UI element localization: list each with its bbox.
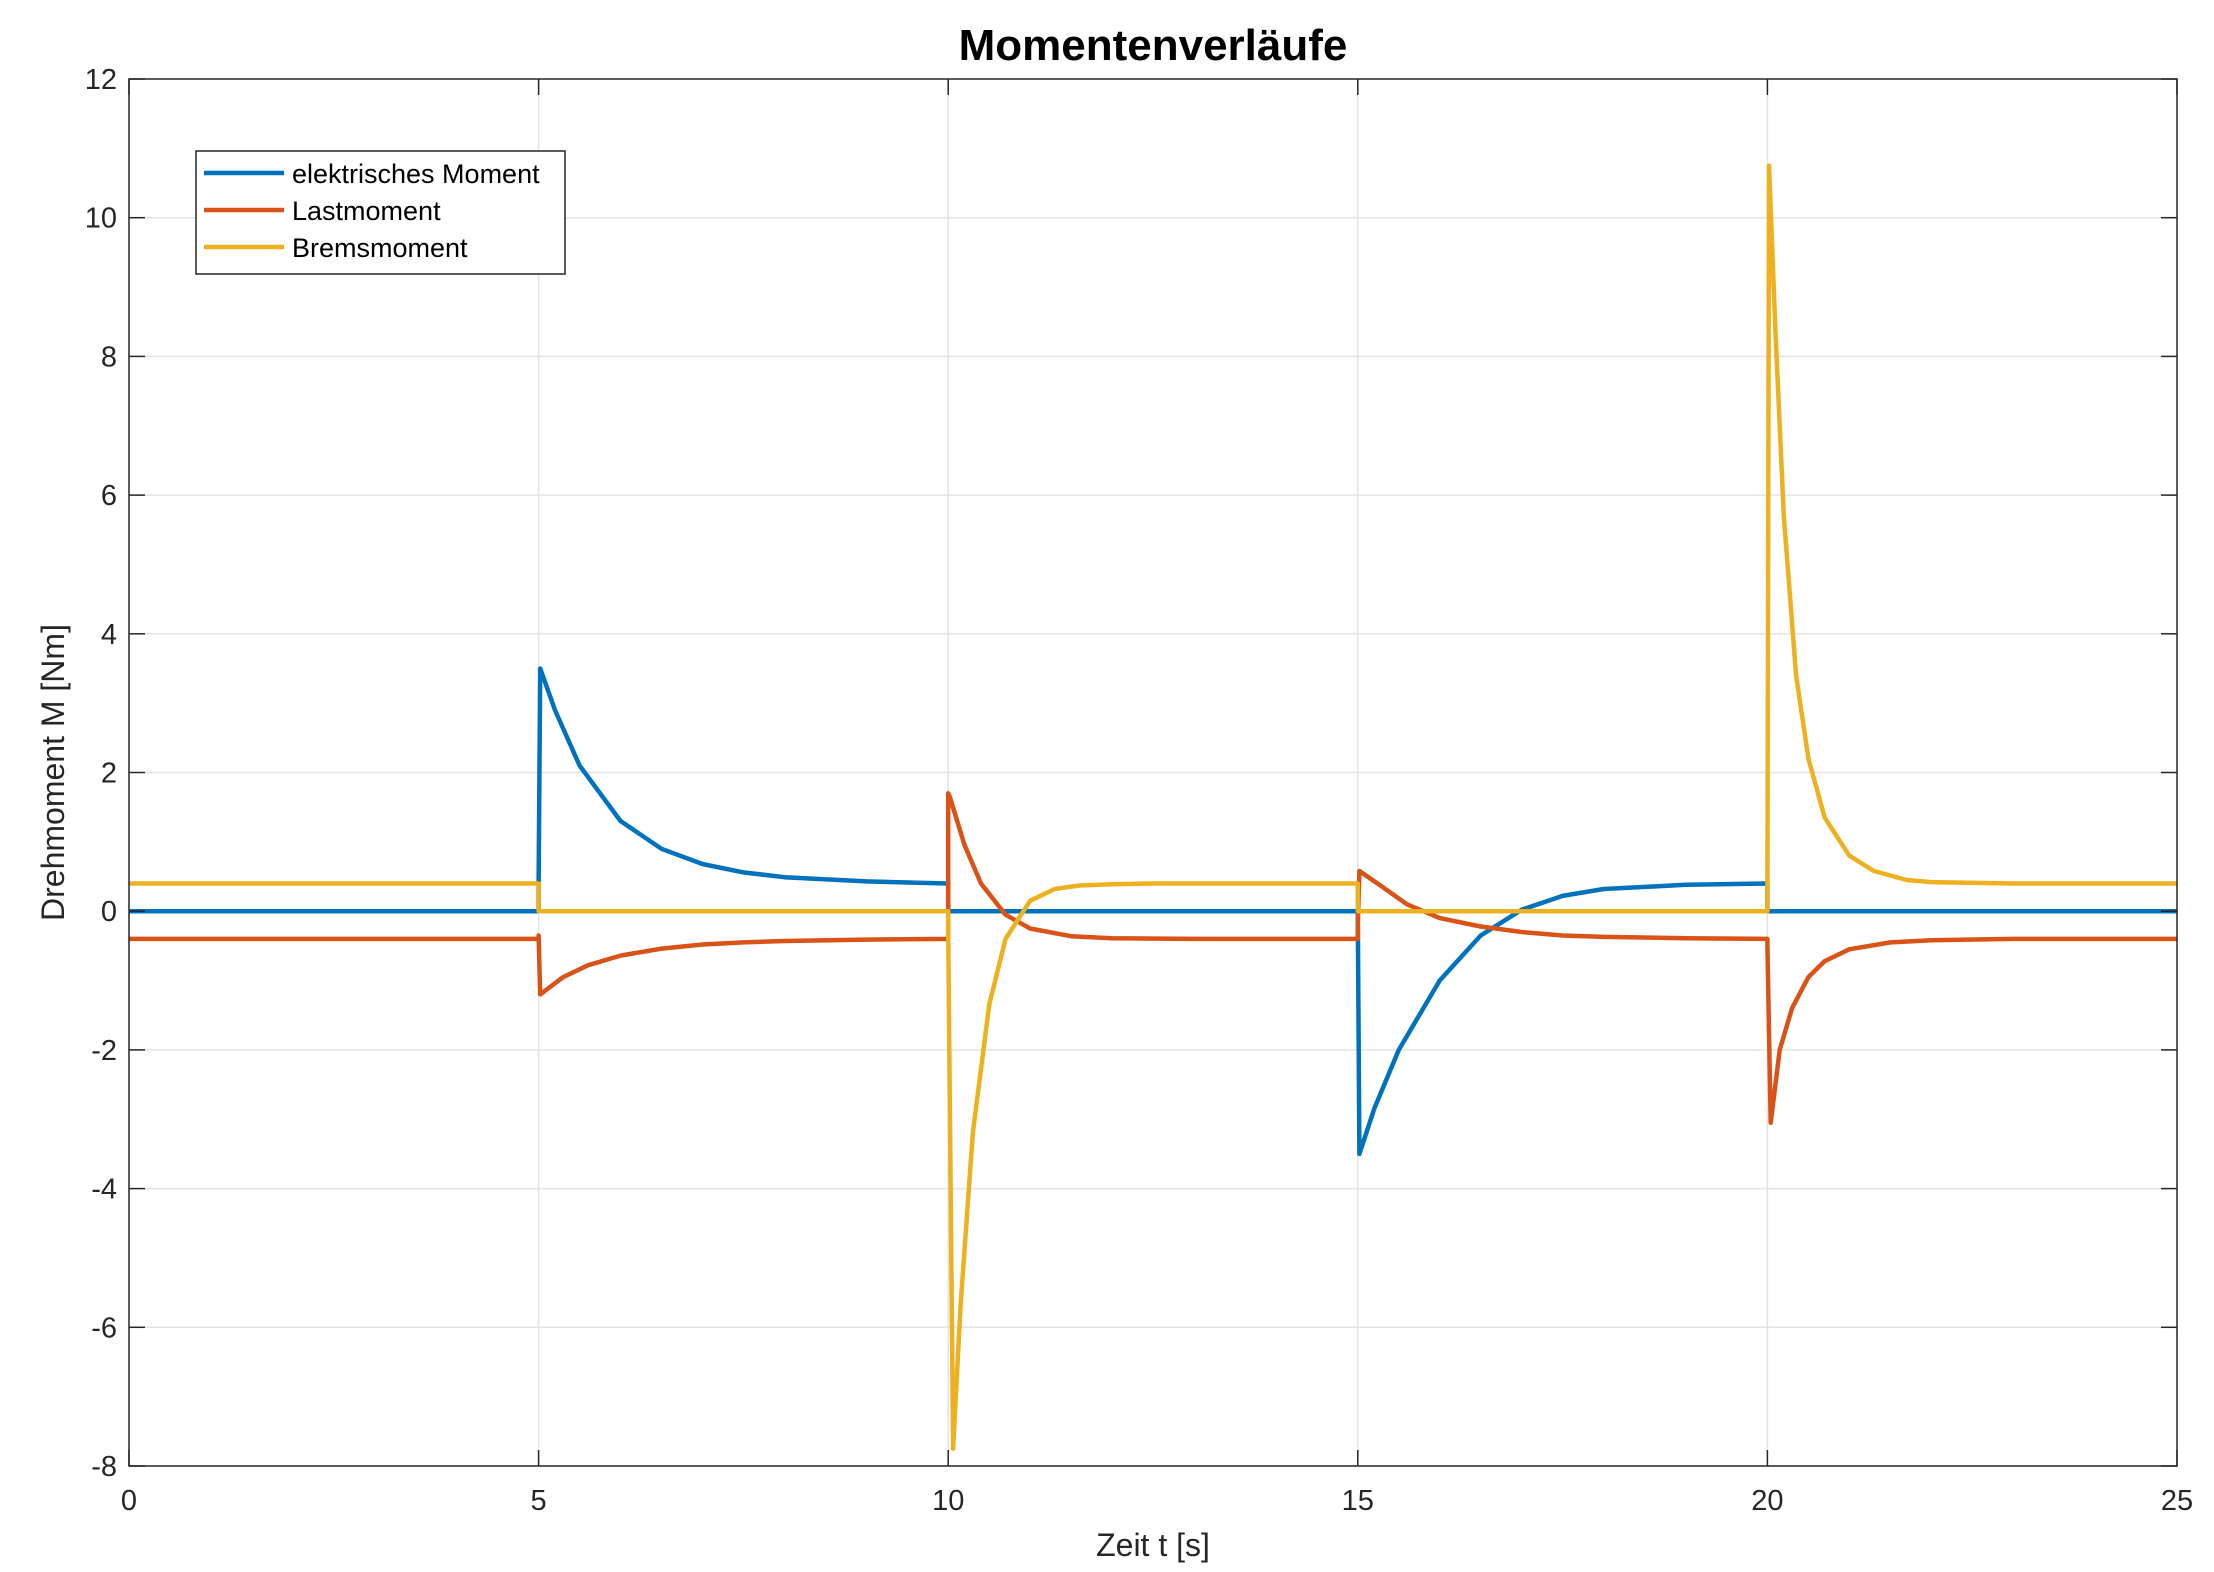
y-tick-label: 6 (101, 480, 117, 512)
x-axis-label: Zeit t [s] (1096, 1527, 1210, 1563)
x-tick-label: 20 (1751, 1485, 1783, 1517)
plot-area (129, 163, 2177, 1451)
legend-label: elektrisches Moment (292, 159, 540, 189)
y-tick-label: -4 (91, 1174, 117, 1206)
legend: elektrisches Moment Lastmoment Bremsmoment (195, 150, 566, 275)
y-tick-label: 12 (85, 64, 117, 96)
y-tick-label: -6 (91, 1312, 117, 1344)
series-line (129, 666, 2177, 1157)
legend-label: Lastmoment (292, 196, 441, 226)
y-tick-label: 8 (101, 341, 117, 373)
x-tick-label: 0 (121, 1485, 137, 1517)
y-tick-label: 0 (101, 896, 117, 928)
axis-ticks: 0 5 10 15 20 25 -8 -6 -4 -2 0 2 4 6 8 10 12 (85, 64, 2193, 1517)
legend-label: Bremsmoment (292, 233, 468, 263)
y-tick-label: 2 (101, 758, 117, 790)
y-tick-label: 4 (101, 619, 117, 651)
y-tick-label: -2 (91, 1035, 117, 1067)
series-line (129, 163, 2177, 1451)
chart-title: Momentenverläufe (959, 21, 1348, 70)
y-tick-label: 10 (85, 203, 117, 235)
y-axis-label: Drehmoment M [Nm] (35, 624, 71, 921)
x-tick-label: 10 (932, 1485, 964, 1517)
x-tick-label: 25 (2161, 1485, 2193, 1517)
x-tick-label: 5 (531, 1485, 547, 1517)
y-tick-label: -8 (91, 1451, 117, 1483)
x-tick-label: 15 (1342, 1485, 1374, 1517)
series-line (129, 791, 2177, 1125)
